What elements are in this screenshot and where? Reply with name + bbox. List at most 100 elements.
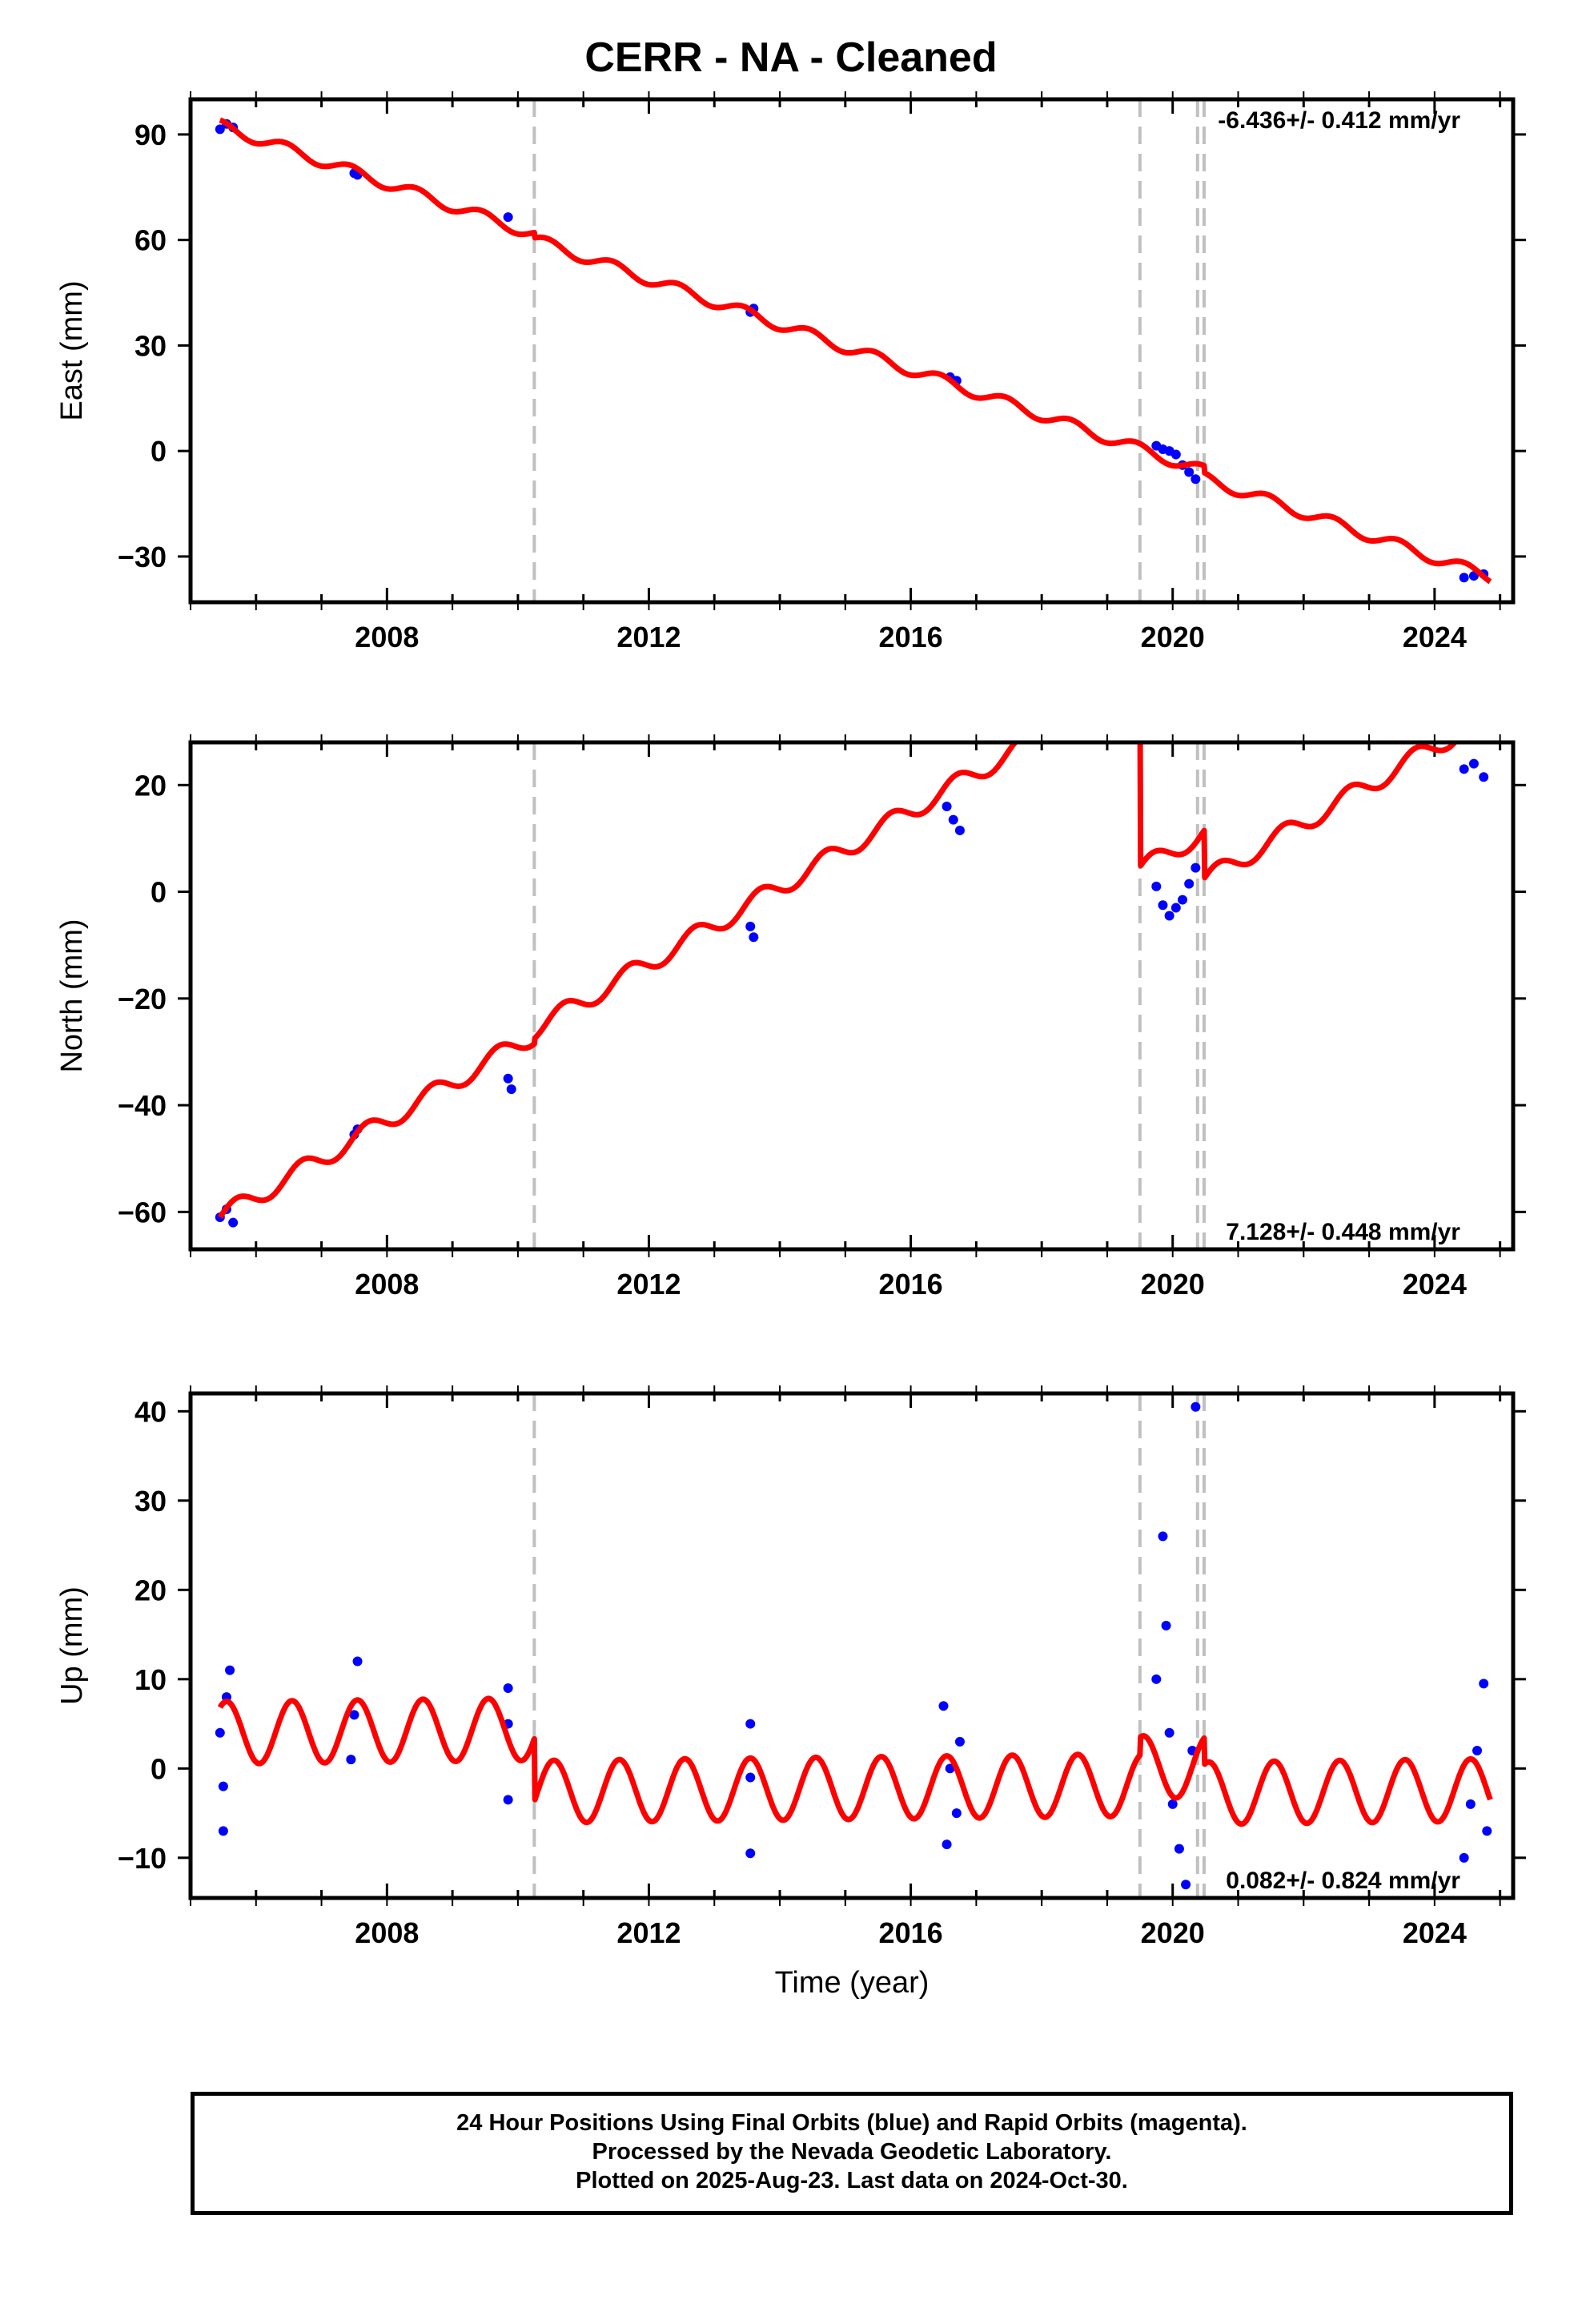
data-point [1191, 474, 1201, 485]
data-point [1170, 449, 1181, 460]
y-tick-label: 90 [135, 119, 167, 151]
y-tick-label: 30 [135, 329, 167, 362]
x-tick-label: 2024 [1403, 1268, 1467, 1301]
data-point [1459, 764, 1469, 774]
data-point [1151, 1674, 1162, 1684]
x-tick-label: 2008 [355, 621, 419, 653]
data-point [503, 1683, 513, 1693]
data-point [1468, 758, 1479, 769]
y-tick-label: 60 [135, 224, 167, 257]
data-point [349, 1710, 359, 1720]
data-point [1161, 1620, 1171, 1630]
data-point [948, 814, 958, 825]
data-point [1167, 1799, 1178, 1809]
model-curve [218, 117, 1493, 585]
x-tick-label: 2016 [879, 1916, 943, 1949]
up-panel: 2008 2012 2016 2020 2024 −10 0 10 20 30 40 Up (mm) T… [55, 1385, 1526, 2000]
data-point [942, 1839, 952, 1850]
model-curve [217, 1695, 1493, 1827]
x-tick-label: 2012 [616, 1268, 681, 1301]
east-panel: 2008 2012 2016 2020 2024 −30 0 30 60 90 East (mm) -… [55, 91, 1526, 653]
y-tick-label: 20 [135, 1574, 167, 1606]
y-tick-label: −60 [118, 1196, 167, 1228]
y-tick-label: 0 [151, 876, 167, 909]
x-tick-label: 2008 [355, 1916, 419, 1949]
data-point [1178, 895, 1187, 905]
x-tick-label: 2012 [616, 621, 681, 653]
data-point [1459, 1852, 1469, 1863]
model-curve [217, 742, 1459, 1220]
data-point [1184, 879, 1195, 889]
data-point [745, 1719, 756, 1729]
data-point [218, 1826, 228, 1836]
data-point [749, 932, 759, 943]
data-point [1472, 1746, 1483, 1756]
data-point [1459, 573, 1469, 583]
x-tick-label: 2024 [1403, 621, 1467, 653]
data-point [938, 1701, 949, 1711]
north-panel: 2008 2012 2016 2020 2024 −60 −40 −20 0 20 North (m… [55, 734, 1526, 1301]
data-point [503, 1795, 513, 1805]
y-axis-title: East (mm) [55, 280, 89, 420]
y-tick-label: 20 [135, 769, 167, 802]
y-tick-label: −30 [118, 541, 167, 573]
data-point [225, 1665, 235, 1675]
x-tick-label: 2008 [355, 1268, 419, 1301]
y-tick-label: 10 [135, 1663, 167, 1696]
data-point [1164, 1727, 1174, 1738]
data-point [1482, 1826, 1492, 1836]
data-point [503, 212, 513, 223]
rate-label: -6.436+/- 0.412 mm/yr [1218, 107, 1460, 134]
data-point [1170, 903, 1181, 913]
y-tick-label: −10 [118, 1842, 167, 1875]
y-axis-title: North (mm) [55, 919, 89, 1072]
data-point [215, 1727, 225, 1738]
data-point [951, 1808, 962, 1819]
data-points [215, 1401, 1492, 1890]
x-tick-label: 2020 [1141, 621, 1205, 653]
data-point [1465, 1799, 1476, 1809]
data-point [1174, 1844, 1184, 1854]
y-tick-label: 0 [151, 1752, 167, 1785]
data-point [942, 801, 952, 811]
data-points [215, 758, 1489, 1228]
data-point [954, 1736, 965, 1747]
x-tick-label: 2024 [1403, 1916, 1467, 1949]
data-point [1479, 1679, 1489, 1689]
data-point [1158, 900, 1168, 911]
y-tick-label: −40 [118, 1089, 167, 1122]
plot-frame [188, 97, 1516, 605]
footer-box: 24 Hour Positions Using Final Orbits (bl… [191, 2092, 1513, 2215]
data-point [1191, 1401, 1201, 1412]
data-point [218, 1781, 228, 1791]
y-tick-label: 40 [135, 1395, 167, 1428]
data-point [1181, 1880, 1191, 1890]
data-point [1164, 911, 1174, 921]
rate-label: 0.082+/- 0.824 mm/yr [1226, 1868, 1460, 1894]
plot-frame [188, 740, 1516, 1252]
rate-label: 7.128+/- 0.448 mm/yr [1226, 1219, 1460, 1245]
data-point [503, 1073, 513, 1084]
data-point [228, 1217, 239, 1228]
data-point [1191, 862, 1201, 873]
data-point [1151, 881, 1162, 891]
data-point [215, 124, 225, 135]
data-point [506, 1084, 516, 1095]
y-tick-label: −20 [118, 983, 167, 1015]
footer-line-1: 24 Hour Positions Using Final Orbits (bl… [456, 2110, 1247, 2136]
x-tick-label: 2020 [1141, 1916, 1205, 1949]
footer-line-2: Processed by the Nevada Geodetic Laborat… [592, 2139, 1112, 2165]
data-point [745, 1772, 756, 1783]
page-title: CERR - NA - Cleaned [584, 34, 998, 81]
data-point [1479, 772, 1489, 782]
x-axis-title: Time (year) [775, 1966, 930, 2000]
y-tick-label: 30 [135, 1485, 167, 1518]
y-axis-title: Up (mm) [55, 1586, 89, 1705]
x-tick-label: 2012 [616, 1916, 681, 1949]
data-point [745, 1848, 756, 1859]
footer-line-3: Plotted on 2025-Aug-23. Last data on 202… [576, 2168, 1128, 2193]
data-point [745, 921, 756, 931]
data-point [1158, 1531, 1168, 1542]
x-tick-label: 2020 [1141, 1268, 1205, 1301]
